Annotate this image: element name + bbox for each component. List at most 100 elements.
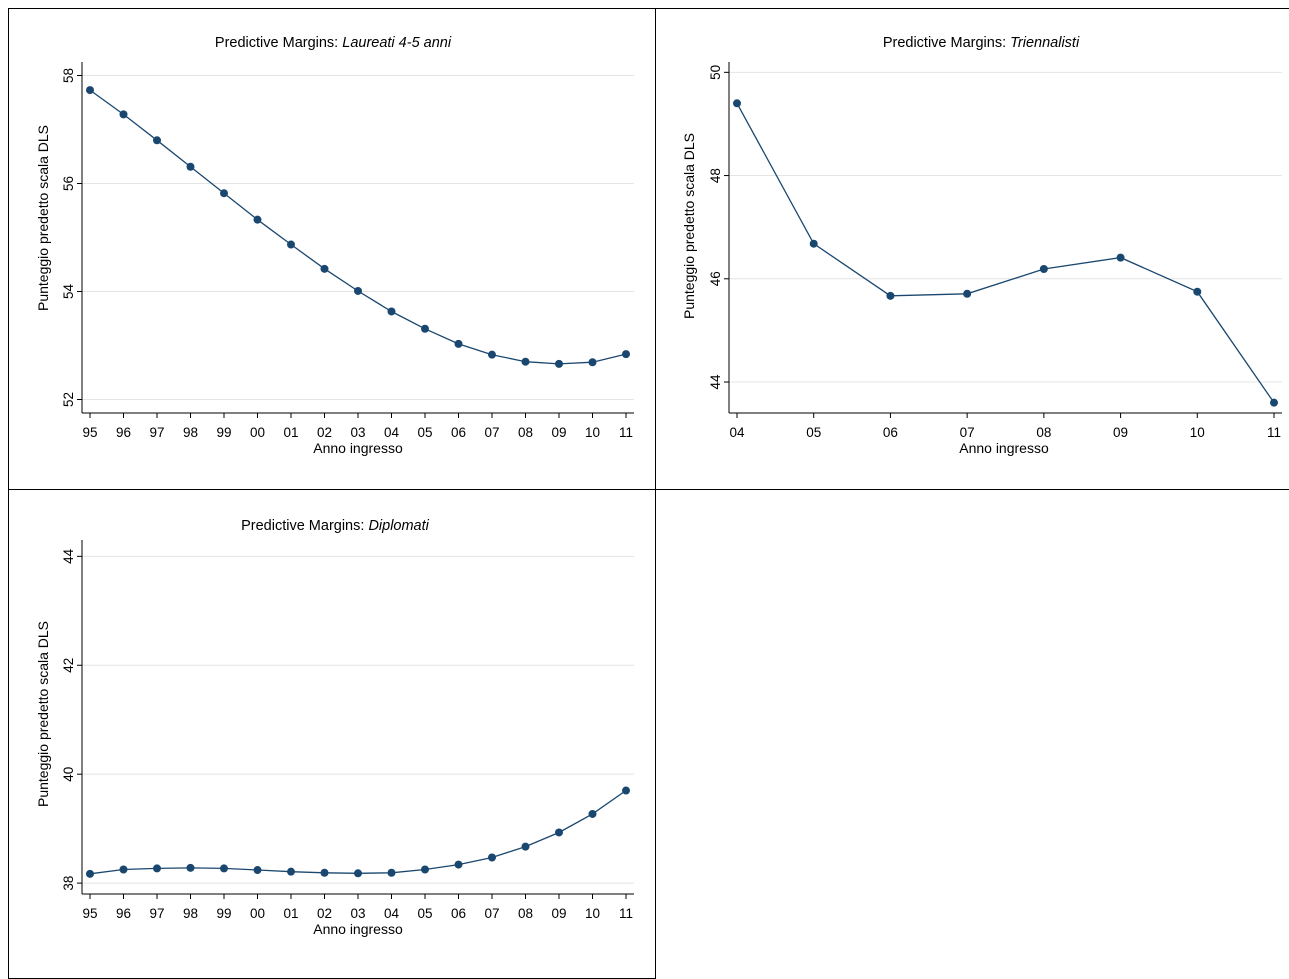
data-point [354, 286, 362, 295]
x-tick-label: 97 [149, 425, 164, 440]
x-tick-label: 02 [317, 906, 332, 921]
chart-title: Predictive Margins: Triennalisti [883, 35, 1080, 51]
x-tick-label: 03 [350, 425, 365, 440]
x-tick-label: 01 [283, 906, 298, 921]
data-point [555, 828, 563, 837]
y-tick-label: 44 [708, 374, 723, 390]
x-tick-label: 10 [585, 906, 600, 921]
data-point [1116, 253, 1125, 262]
data-point [253, 215, 262, 224]
data-point [387, 868, 396, 877]
x-tick-label: 08 [518, 425, 533, 440]
x-tick-label: 04 [729, 425, 745, 440]
data-point [421, 865, 429, 874]
chart-title: Predictive Margins: Laureati 4-5 anni [215, 35, 452, 51]
x-tick-label: 10 [1190, 425, 1205, 440]
panel-frame-triennalisti [655, 8, 1289, 490]
x-tick-label: 06 [883, 425, 898, 440]
data-point [86, 86, 94, 95]
data-point [454, 339, 463, 348]
data-point [253, 866, 262, 875]
x-tick-label: 09 [551, 906, 566, 921]
y-tick-label: 48 [708, 168, 723, 183]
chart-title: Predictive Margins: Diplomati [241, 518, 430, 534]
data-point [555, 359, 563, 368]
data-point [488, 853, 496, 862]
y-tick-label: 52 [61, 392, 76, 407]
plot-area: 52 54 56 58 95 96 97 98 99 00 01 02 03 04 05 06 07 08 09 10… [61, 62, 634, 440]
data-point [421, 324, 429, 333]
data-point [86, 869, 94, 878]
y-axis-title: Punteggio predetto scala DLS [35, 621, 51, 807]
data-point [454, 860, 463, 869]
x-tick-label: 04 [384, 906, 400, 921]
x-tick-label: 04 [384, 425, 400, 440]
x-tick-label: 95 [82, 425, 97, 440]
chart-laureati: Predictive Margins: Laureati 4-5 anni An… [35, 35, 634, 456]
x-tick-label: 11 [1267, 425, 1281, 440]
data-point [287, 867, 295, 876]
chart-triennalisti: Predictive Margins: Triennalisti Anno in… [681, 35, 1282, 456]
y-tick-label: 44 [61, 548, 76, 564]
data-point [287, 240, 295, 249]
data-point [320, 868, 329, 877]
series-line [736, 102, 1275, 404]
y-tick-label: 50 [708, 65, 723, 80]
x-tick-label: 10 [585, 425, 600, 440]
x-tick-label: 07 [960, 425, 975, 440]
data-point [119, 865, 128, 874]
y-tick-label: 56 [61, 176, 76, 191]
data-point [809, 239, 818, 248]
data-point [588, 358, 597, 367]
x-tick-label: 05 [417, 906, 432, 921]
x-tick-label: 02 [317, 425, 332, 440]
data-point [588, 809, 597, 818]
x-tick-label: 06 [451, 425, 466, 440]
y-tick-label: 54 [61, 284, 76, 300]
x-axis-title: Anno ingresso [313, 921, 403, 937]
data-point [1270, 398, 1278, 407]
data-point [886, 291, 895, 300]
series-line [89, 89, 627, 365]
x-tick-label: 08 [1036, 425, 1051, 440]
x-tick-label: 06 [451, 906, 466, 921]
data-point [488, 350, 496, 359]
data-point [521, 357, 530, 366]
data-point [153, 136, 161, 145]
data-point [186, 162, 195, 171]
x-tick-label: 97 [149, 906, 164, 921]
y-axis-title: Punteggio predetto scala DLS [35, 125, 51, 311]
data-point [733, 99, 741, 108]
data-point [354, 869, 362, 878]
y-tick-label: 40 [61, 767, 76, 782]
data-point [1039, 264, 1048, 273]
x-tick-label: 00 [250, 425, 265, 440]
x-tick-label: 11 [619, 425, 633, 440]
x-tick-label: 99 [216, 906, 231, 921]
x-tick-label: 07 [484, 425, 499, 440]
data-point [186, 863, 195, 872]
x-tick-label: 09 [1113, 425, 1128, 440]
x-tick-label: 96 [116, 425, 131, 440]
data-point [119, 110, 128, 119]
data-point [622, 350, 630, 359]
x-tick-label: 98 [183, 425, 198, 440]
data-point [1193, 287, 1202, 296]
y-tick-label: 38 [61, 876, 76, 891]
data-point [220, 864, 228, 873]
x-tick-label: 01 [283, 425, 298, 440]
data-point [963, 289, 972, 298]
plot-area: 44 46 48 50 04 05 06 07 08 09 10 11 [708, 62, 1282, 440]
x-axis-title: Anno ingresso [959, 440, 1049, 456]
x-tick-label: 05 [806, 425, 821, 440]
y-tick-label: 46 [708, 271, 723, 286]
x-tick-label: 07 [484, 906, 499, 921]
x-tick-label: 96 [116, 906, 131, 921]
x-tick-label: 00 [250, 906, 265, 921]
data-point [622, 786, 630, 795]
x-tick-label: 08 [518, 906, 533, 921]
y-tick-label: 42 [61, 658, 76, 673]
series-line [89, 789, 627, 875]
x-axis-title: Anno ingresso [313, 440, 403, 456]
data-point [153, 864, 161, 873]
